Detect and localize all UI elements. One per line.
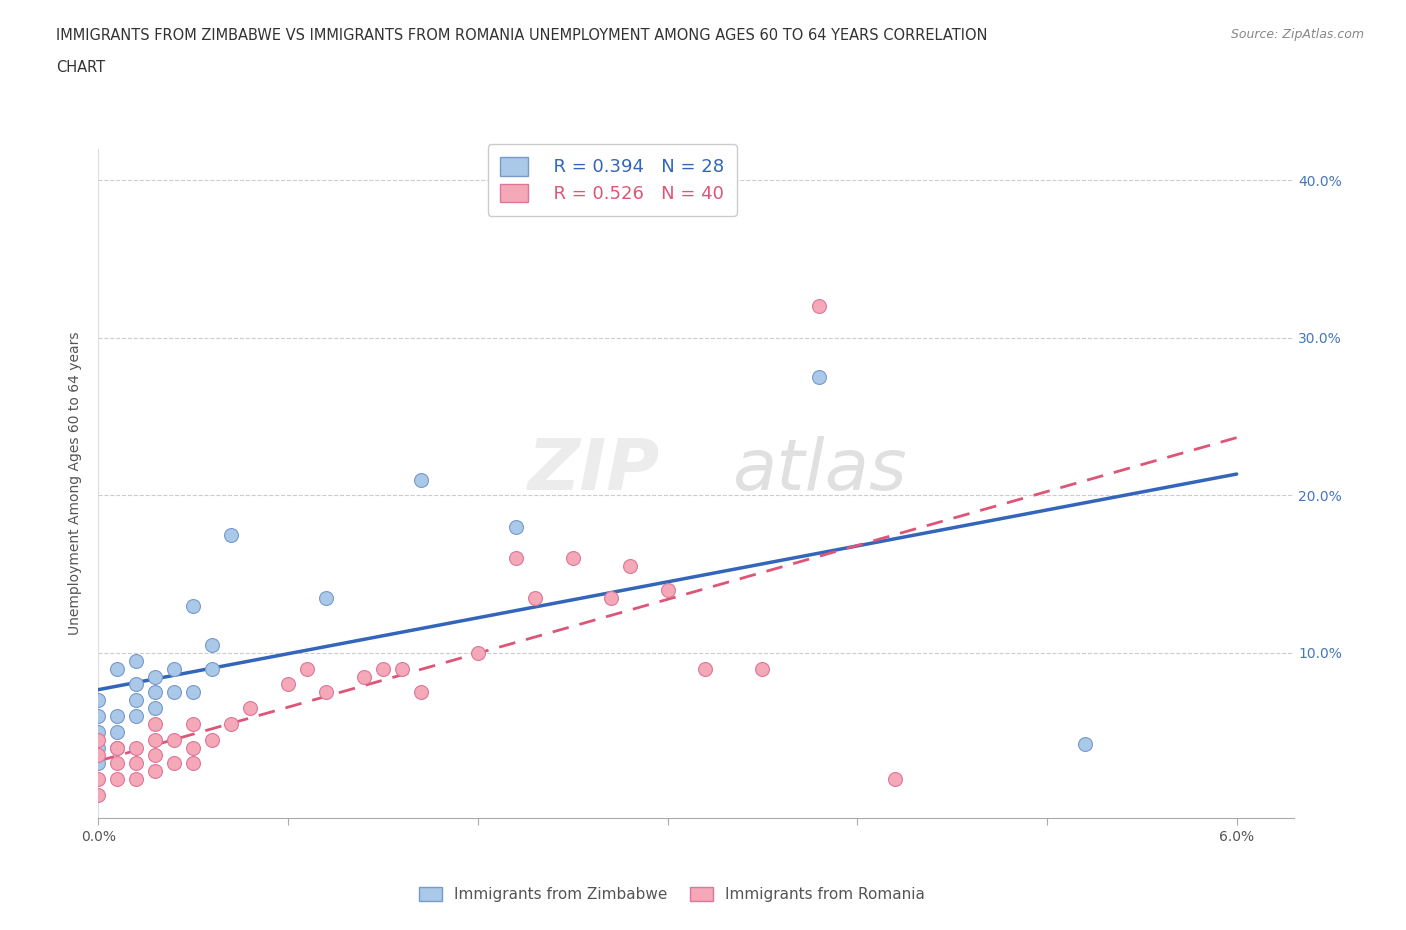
Point <box>181 716 204 731</box>
Point <box>315 591 337 605</box>
Point <box>163 684 186 699</box>
Point <box>87 756 110 771</box>
Point <box>143 748 166 763</box>
Point <box>105 740 128 755</box>
Point <box>87 748 110 763</box>
Point <box>808 299 831 313</box>
Point <box>125 693 148 708</box>
Point <box>391 661 413 676</box>
Text: Source: ZipAtlas.com: Source: ZipAtlas.com <box>1230 28 1364 41</box>
Point <box>523 591 546 605</box>
Y-axis label: Unemployment Among Ages 60 to 64 years: Unemployment Among Ages 60 to 64 years <box>69 332 83 635</box>
Point <box>181 740 204 755</box>
Point <box>619 559 641 574</box>
Point <box>143 700 166 715</box>
Point <box>105 724 128 739</box>
Point <box>105 740 128 755</box>
Point <box>87 788 110 803</box>
Point <box>409 684 432 699</box>
Point <box>353 670 375 684</box>
Point <box>87 740 110 755</box>
Point <box>181 756 204 771</box>
Legend: Immigrants from Zimbabwe, Immigrants from Romania: Immigrants from Zimbabwe, Immigrants fro… <box>411 880 934 910</box>
Text: IMMIGRANTS FROM ZIMBABWE VS IMMIGRANTS FROM ROMANIA UNEMPLOYMENT AMONG AGES 60 T: IMMIGRANTS FROM ZIMBABWE VS IMMIGRANTS F… <box>56 28 988 43</box>
Point <box>163 661 186 676</box>
Point <box>599 591 621 605</box>
Point <box>143 684 166 699</box>
Point <box>105 709 128 724</box>
Point <box>163 756 186 771</box>
Point <box>87 772 110 787</box>
Point <box>143 732 166 747</box>
Text: CHART: CHART <box>56 60 105 75</box>
Point <box>181 598 204 613</box>
Point <box>219 527 242 542</box>
Point <box>201 732 224 747</box>
Point <box>143 670 166 684</box>
Point <box>105 756 128 771</box>
Point <box>505 520 527 535</box>
Point <box>295 661 318 676</box>
Point <box>695 661 717 676</box>
Text: atlas: atlas <box>733 436 907 505</box>
Point <box>219 716 242 731</box>
Point <box>277 677 299 692</box>
Point <box>751 661 773 676</box>
Point <box>87 732 110 747</box>
Point <box>163 732 186 747</box>
Point <box>201 638 224 653</box>
Point <box>181 684 204 699</box>
Point <box>201 661 224 676</box>
Point <box>143 716 166 731</box>
Point <box>125 772 148 787</box>
Point <box>87 709 110 724</box>
Point <box>505 551 527 565</box>
Point <box>371 661 394 676</box>
Point <box>87 693 110 708</box>
Point <box>105 661 128 676</box>
Point <box>409 472 432 487</box>
Point <box>1074 737 1097 751</box>
Point <box>87 724 110 739</box>
Point <box>125 740 148 755</box>
Point <box>125 756 148 771</box>
Text: ZIP: ZIP <box>527 436 661 505</box>
Point <box>808 370 831 385</box>
Point <box>657 582 679 597</box>
Point <box>125 654 148 669</box>
Point <box>239 700 262 715</box>
Point <box>143 764 166 778</box>
Point <box>125 677 148 692</box>
Point <box>315 684 337 699</box>
Point <box>125 709 148 724</box>
Point <box>467 645 489 660</box>
Point <box>561 551 583 565</box>
Point <box>105 772 128 787</box>
Point <box>884 772 907 787</box>
